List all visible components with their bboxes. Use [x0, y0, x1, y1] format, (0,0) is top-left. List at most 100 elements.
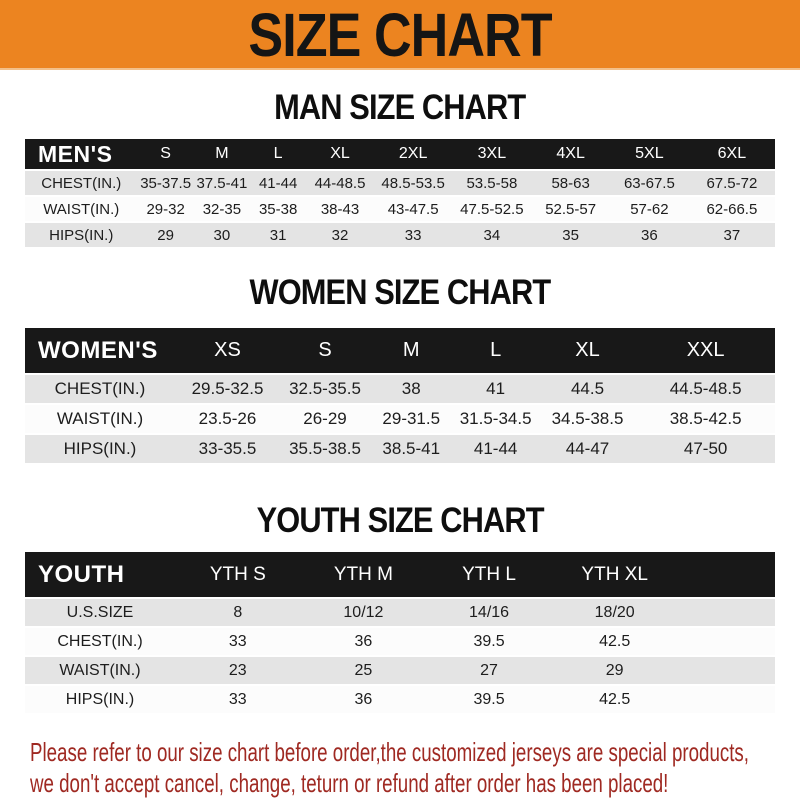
column-header: 2XL [373, 139, 453, 169]
column-header: 4XL [531, 139, 610, 169]
size-cell: 33 [175, 628, 301, 655]
column-header: XXL [636, 328, 775, 373]
filler-cell [677, 657, 775, 684]
size-cell: 35-38 [250, 197, 307, 221]
size-cell: 63-67.5 [610, 171, 689, 195]
size-cell: 41-44 [250, 171, 307, 195]
row-label: U.S.SIZE [25, 599, 175, 626]
row-label: CHEST(IN.) [25, 375, 175, 403]
table-header-row: MEN'S S M L XL 2XL 3XL 4XL 5XL 6XL [25, 139, 775, 169]
size-cell: 35-37.5 [137, 171, 194, 195]
size-cell: 36 [610, 223, 689, 247]
women-section-heading-text: WOMEN SIZE CHART [249, 273, 552, 312]
row-label: WAIST(IN.) [25, 405, 175, 433]
column-header: YTH XL [551, 552, 678, 597]
table-row: CHEST(IN.) 29.5-32.5 32.5-35.5 38 41 44.5 44.5… [25, 375, 775, 403]
table-row: CHEST(IN.) 33 36 39.5 42.5 [25, 628, 775, 655]
size-cell: 67.5-72 [688, 171, 775, 195]
size-cell: 29-31.5 [370, 405, 453, 433]
banner-title: SIZE CHART [248, 0, 552, 69]
disclaimer-line-1: Please refer to our size chart before or… [30, 737, 749, 767]
size-cell: 32 [306, 223, 374, 247]
table-row: U.S.SIZE 8 10/12 14/16 18/20 [25, 599, 775, 626]
table-header: MEN'S S M L XL 2XL 3XL 4XL 5XL 6XL [25, 139, 775, 169]
size-cell: 42.5 [551, 628, 678, 655]
size-cell: 39.5 [426, 628, 552, 655]
size-cell: 27 [426, 657, 552, 684]
men-section-heading-text: MAN SIZE CHART [274, 88, 526, 127]
men-size-table: MEN'S S M L XL 2XL 3XL 4XL 5XL 6XL CHEST(IN.) 35-37… [25, 137, 775, 249]
column-header: XS [175, 328, 280, 373]
row-label: HIPS(IN.) [25, 223, 138, 247]
table-header: WOMEN'S XS S M L XL XXL [25, 328, 775, 373]
column-header: S [280, 328, 370, 373]
size-cell: 35.5-38.5 [280, 435, 370, 463]
size-cell: 47-50 [636, 435, 775, 463]
row-label: HIPS(IN.) [25, 686, 175, 713]
size-cell: 32-35 [193, 197, 250, 221]
column-header: YTH S [175, 552, 301, 597]
size-cell: 29 [551, 657, 678, 684]
table-header-row: YOUTH YTH S YTH M YTH L YTH XL [25, 552, 775, 597]
size-cell: 23 [175, 657, 301, 684]
section-women: WOMEN SIZE CHART WOMEN'S XS S M L XL XXL CHEST(… [0, 275, 800, 465]
size-cell: 38 [370, 375, 453, 403]
size-cell: 25 [300, 657, 427, 684]
table-row: WAIST(IN.) 23 25 27 29 [25, 657, 775, 684]
column-header: YTH M [300, 552, 427, 597]
row-label: CHEST(IN.) [25, 171, 138, 195]
row-label: WAIST(IN.) [25, 197, 138, 221]
filler-cell [677, 686, 775, 713]
size-cell: 38-43 [306, 197, 374, 221]
size-cell: 26-29 [280, 405, 370, 433]
size-cell: 36 [300, 686, 427, 713]
column-header: YTH L [426, 552, 552, 597]
table-header-label: MEN'S [25, 139, 138, 169]
table-header-label: WOMEN'S [25, 328, 175, 373]
size-cell: 14/16 [426, 599, 552, 626]
column-header: M [193, 139, 250, 169]
section-men: MAN SIZE CHART MEN'S S M L XL 2XL 3XL 4XL 5XL 6XL… [0, 90, 800, 249]
table-row: WAIST(IN.) 23.5-26 26-29 29-31.5 31.5-34.5 34… [25, 405, 775, 433]
size-cell: 32.5-35.5 [280, 375, 370, 403]
column-header: L [452, 328, 539, 373]
table-row: HIPS(IN.) 29 30 31 32 33 34 35 36 37 [25, 223, 775, 247]
size-cell: 18/20 [551, 599, 678, 626]
size-cell: 8 [175, 599, 301, 626]
size-cell: 47.5-52.5 [452, 197, 532, 221]
size-cell: 31 [250, 223, 307, 247]
table-row: CHEST(IN.) 35-37.5 37.5-41 41-44 44-48.5 48.5… [25, 171, 775, 195]
women-section-heading: WOMEN SIZE CHART [0, 275, 800, 310]
size-cell: 33-35.5 [175, 435, 280, 463]
disclaimer: Please refer to our size chart before or… [30, 737, 800, 799]
size-cell: 34 [452, 223, 532, 247]
filler-cell [677, 628, 775, 655]
size-cell: 38.5-41 [370, 435, 453, 463]
size-cell: 10/12 [300, 599, 427, 626]
column-header: 6XL [688, 139, 775, 169]
youth-size-table: YOUTH YTH S YTH M YTH L YTH XL U.S.SIZE 8 10/12… [25, 550, 775, 715]
disclaimer-line-2: we don't accept cancel, change, teturn o… [30, 768, 669, 798]
size-cell: 43-47.5 [373, 197, 453, 221]
size-cell: 53.5-58 [452, 171, 532, 195]
table-row: HIPS(IN.) 33 36 39.5 42.5 [25, 686, 775, 713]
size-cell: 52.5-57 [531, 197, 610, 221]
youth-section-heading: YOUTH SIZE CHART [0, 503, 800, 538]
size-cell: 30 [193, 223, 250, 247]
table-body: CHEST(IN.) 29.5-32.5 32.5-35.5 38 41 44.5 44.5… [25, 375, 775, 463]
column-header: XL [538, 328, 637, 373]
women-size-table: WOMEN'S XS S M L XL XXL CHEST(IN.) 29.5-32.5 32.5… [25, 326, 775, 465]
size-cell: 29.5-32.5 [175, 375, 280, 403]
column-header: L [250, 139, 307, 169]
size-cell: 35 [531, 223, 610, 247]
men-section-heading: MAN SIZE CHART [0, 90, 800, 125]
size-cell: 58-63 [531, 171, 610, 195]
size-cell: 44-47 [538, 435, 637, 463]
size-cell: 41-44 [452, 435, 539, 463]
size-cell: 44-48.5 [306, 171, 374, 195]
size-cell: 44.5-48.5 [636, 375, 775, 403]
table-body: CHEST(IN.) 35-37.5 37.5-41 41-44 44-48.5 48.5… [25, 171, 775, 247]
size-cell: 62-66.5 [688, 197, 775, 221]
table-header-row: WOMEN'S XS S M L XL XXL [25, 328, 775, 373]
size-cell: 29-32 [137, 197, 194, 221]
